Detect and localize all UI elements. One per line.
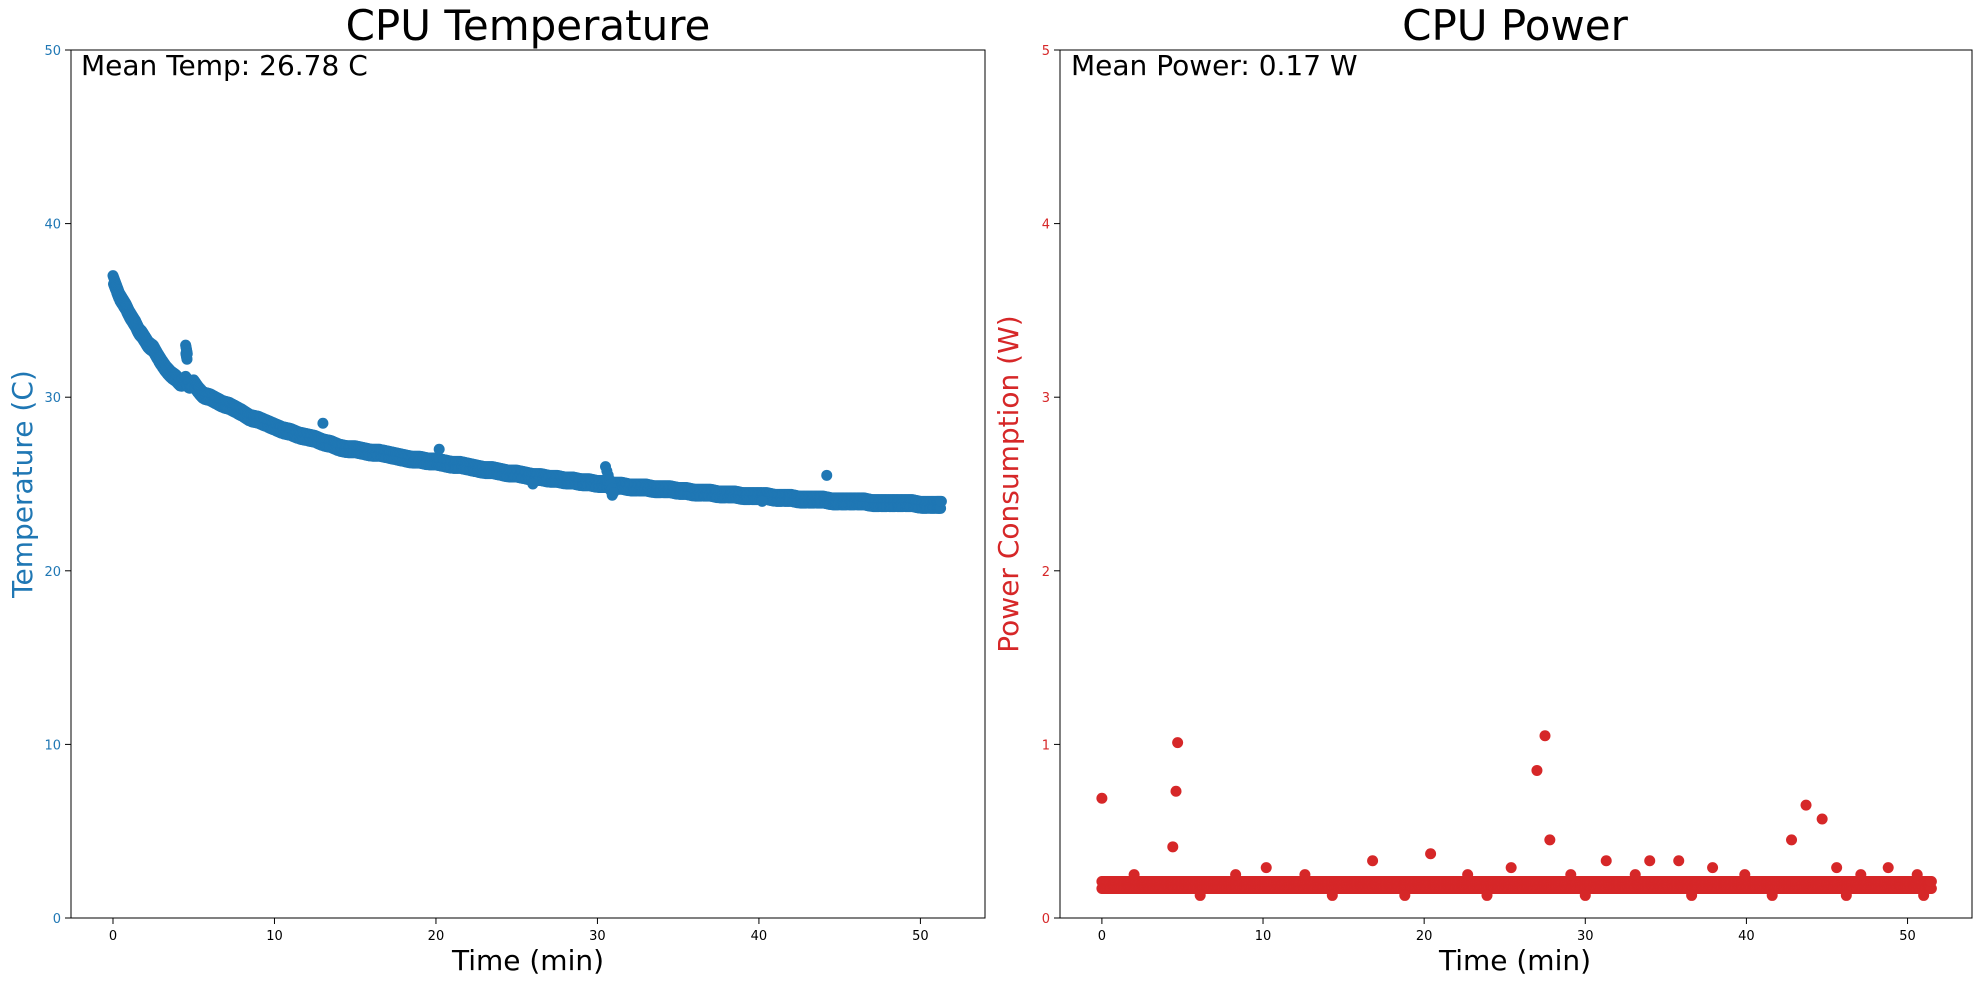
- temperature-axes-frame: [70, 49, 986, 919]
- power-chart-title: CPU Power: [1402, 1, 1628, 50]
- power-x-axis-label: Time (min): [1438, 944, 1591, 977]
- y-tick-label: 50: [44, 44, 61, 59]
- scatter-point: [1882, 862, 1894, 874]
- scatter-point: [1326, 889, 1338, 901]
- scatter-point: [1600, 855, 1612, 867]
- scatter-point: [821, 469, 833, 481]
- temperature-points: [107, 270, 947, 514]
- scatter-point: [935, 495, 947, 507]
- power-points: [1096, 730, 1930, 901]
- temperature-y-ticks: 0 10 20 30 40 50: [44, 44, 71, 927]
- y-tick-label: 40: [44, 218, 61, 233]
- temperature-chart: CPU Temperature 0 10 20 30 40 50 01020304050 …: [6, 1, 986, 977]
- scatter-point: [1481, 889, 1493, 901]
- x-tick-label: 50: [912, 929, 929, 944]
- scatter-point: [1167, 841, 1179, 853]
- scatter-point: [1531, 764, 1543, 776]
- scatter-point: [1505, 862, 1517, 874]
- scatter-point: [1194, 889, 1206, 901]
- scatter-point: [1840, 889, 1852, 901]
- scatter-point: [317, 417, 329, 429]
- x-tick-label: 40: [751, 929, 768, 944]
- y-tick-label: 10: [44, 738, 61, 753]
- scatter-point: [1172, 737, 1184, 749]
- power-y-ticks: 0 1 2 3 4 5: [1042, 44, 1060, 927]
- scatter-point: [1911, 869, 1923, 881]
- x-tick-label: 30: [1577, 929, 1594, 944]
- x-tick-label: 20: [428, 929, 445, 944]
- scatter-point: [1462, 869, 1474, 881]
- temperature-y-axis-label: Temperature (C): [6, 370, 39, 599]
- y-tick-label: 2: [1042, 565, 1050, 580]
- y-tick-label: 30: [44, 391, 61, 406]
- power-y-axis-label: Power Consumption (W): [992, 315, 1025, 652]
- scatter-point: [1673, 855, 1685, 867]
- y-tick-label: 1: [1042, 738, 1050, 753]
- scatter-point: [1565, 869, 1577, 881]
- y-tick-label: 20: [44, 565, 61, 580]
- temperature-x-ticks: 0 10 20 30 40 50: [109, 918, 929, 944]
- power-chart: CPU Power 0 10 20 30 40 50 0 1 2 3 4 5 Mean Power:…: [992, 1, 1973, 977]
- x-tick-label: 10: [266, 929, 283, 944]
- scatter-point: [181, 348, 193, 360]
- scatter-point: [1831, 862, 1843, 874]
- scatter-point: [1579, 889, 1591, 901]
- y-tick-label: 4: [1042, 218, 1050, 233]
- scatter-point: [1539, 730, 1551, 742]
- y-tick-label: 0: [53, 912, 61, 927]
- scatter-point: [1918, 889, 1930, 901]
- scatter-point: [1230, 869, 1242, 881]
- x-tick-label: 50: [1899, 929, 1916, 944]
- scatter-point: [1800, 799, 1812, 811]
- scatter-point: [1425, 848, 1437, 860]
- y-tick-label: 0: [1042, 912, 1050, 927]
- scatter-point: [433, 443, 445, 455]
- scatter-point: [1855, 869, 1867, 881]
- x-tick-label: 0: [109, 929, 117, 944]
- scatter-point: [1299, 869, 1311, 881]
- scatter-point: [1686, 889, 1698, 901]
- x-tick-label: 40: [1738, 929, 1755, 944]
- power-band-point: [1925, 876, 1937, 888]
- scatter-point: [608, 487, 620, 499]
- scatter-point: [1367, 855, 1379, 867]
- scatter-point: [756, 495, 768, 507]
- scatter-point: [1644, 855, 1656, 867]
- temperature-x-axis-label: Time (min): [451, 944, 604, 977]
- power-dense-band: [1096, 876, 1937, 894]
- x-tick-label: 30: [589, 929, 606, 944]
- scatter-point: [1766, 889, 1778, 901]
- x-tick-label: 0: [1098, 929, 1106, 944]
- temperature-chart-title: CPU Temperature: [346, 1, 711, 50]
- power-mean-annotation: Mean Power: 0.17 W: [1071, 49, 1358, 82]
- scatter-point: [1739, 869, 1751, 881]
- scatter-point: [1096, 792, 1108, 804]
- scatter-point: [1128, 869, 1140, 881]
- scatter-point: [1399, 889, 1411, 901]
- power-axes-frame: [1059, 49, 1973, 919]
- scatter-point: [1260, 862, 1272, 874]
- scatter-point: [1629, 869, 1641, 881]
- y-tick-label: 3: [1042, 391, 1050, 406]
- scatter-point: [527, 478, 539, 490]
- scatter-point: [1170, 785, 1182, 797]
- scatter-point: [1816, 813, 1828, 825]
- x-tick-label: 20: [1416, 929, 1433, 944]
- scatter-point: [1786, 834, 1798, 846]
- power-x-ticks: 0 10 20 30 40 50: [1098, 918, 1916, 944]
- x-tick-label: 10: [1255, 929, 1272, 944]
- temperature-mean-annotation: Mean Temp: 26.78 C: [81, 49, 368, 82]
- scatter-point: [1544, 834, 1556, 846]
- y-tick-label: 5: [1042, 44, 1050, 59]
- scatter-point: [1707, 862, 1719, 874]
